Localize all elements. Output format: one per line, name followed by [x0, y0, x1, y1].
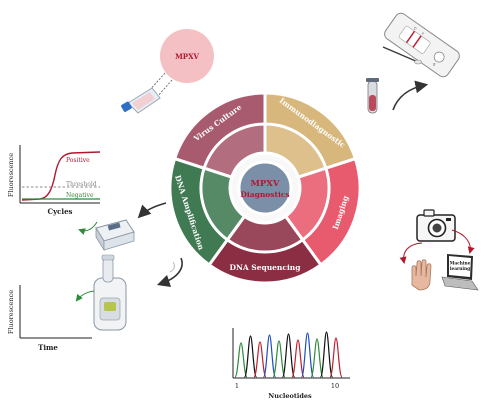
qpcr-positive-curve	[21, 151, 101, 201]
lfa-c-line	[405, 30, 416, 44]
lfa-flow-arrow	[392, 80, 429, 111]
culture-flask-icon	[121, 87, 161, 114]
chromatogram-peak	[281, 333, 296, 378]
lfa-t-line	[412, 35, 422, 48]
virus-label: MPXV	[175, 52, 199, 61]
center-circle	[237, 160, 293, 216]
qpcr-ylabel: Fluorescence	[7, 153, 15, 197]
wheel-to-isothermal-arrow	[156, 257, 183, 288]
imaging-red-arrow-right	[451, 229, 475, 254]
isothermal-xlabel: Time	[38, 343, 58, 352]
laptop-text-line2: learning	[450, 267, 470, 272]
sequence-end-label: 10	[331, 382, 339, 390]
chromatogram-peak	[300, 332, 315, 378]
center-title-line1: MPXV	[251, 179, 280, 189]
chromatogram-peak	[319, 331, 334, 378]
sample-tube-icon	[366, 78, 379, 114]
virus-culture-illustration: MPXV	[121, 29, 214, 114]
qpcr-xlabel: Cycles	[48, 207, 73, 216]
chromatogram-peak	[291, 339, 305, 378]
lfa-c-label: C	[413, 26, 418, 31]
qpcr-positive-label: Positive	[66, 157, 90, 164]
chromatogram-peak	[310, 338, 324, 378]
laptop-text-line1: Machine	[450, 262, 471, 267]
chromatogram-peak	[329, 337, 343, 378]
wheel-to-pcr-arrow	[137, 202, 167, 219]
sequence-start-label: 1	[235, 382, 239, 390]
laptop-icon: Machine learning	[441, 254, 479, 291]
qpcr-negative-label: Negative	[66, 192, 94, 199]
sequencing-chromatogram: 1 10 Nucleotides	[232, 328, 350, 400]
qpcr-plot: Fluorescence Cycles Positive Threshold N…	[7, 145, 101, 216]
qpcr-threshold-label: Threshold	[66, 181, 97, 188]
lateral-flow-assay-illustration: C T S	[366, 12, 460, 114]
diagnostics-wheel: Virus Culture ImmunodiagnosticImagingDNA …	[168, 91, 362, 285]
isothermal-plot: Fluorescence Time	[7, 285, 92, 352]
chromatogram-peak	[234, 342, 248, 378]
swab-icon	[382, 46, 422, 65]
virus-particle-zoom	[160, 29, 214, 83]
isothermal-ylabel: Fluorescence	[7, 290, 15, 334]
isothermal-green-arrow	[75, 290, 95, 302]
chromatogram-peak	[253, 341, 267, 378]
hand-icon	[411, 259, 432, 291]
chromatogram-peak	[243, 335, 258, 378]
center-title-line2: Diagnostics	[240, 190, 289, 199]
imaging-red-arrow-left	[399, 242, 423, 264]
portable-fluorometer-icon	[93, 254, 127, 331]
lfa-s-label: S	[432, 62, 437, 67]
qpcr-green-arrow	[78, 221, 98, 235]
chromatogram-peak	[272, 340, 286, 378]
camera-icon	[416, 209, 456, 242]
wheel-shadow-swoosh	[169, 261, 175, 273]
lfa-t-label: T	[421, 32, 426, 37]
wheel-label-dna-sequencing: DNA Sequencing	[229, 263, 301, 272]
thermocycler-icon	[95, 219, 135, 252]
chromatogram-peaks	[234, 331, 343, 378]
sequencing-xlabel: Nucleotides	[268, 392, 312, 400]
wheel-inner-ring-5	[199, 166, 247, 242]
chromatogram-peak	[262, 334, 277, 378]
lfa-cassette: C T S	[384, 12, 460, 78]
imaging-illustration: Machine learning	[399, 209, 479, 291]
